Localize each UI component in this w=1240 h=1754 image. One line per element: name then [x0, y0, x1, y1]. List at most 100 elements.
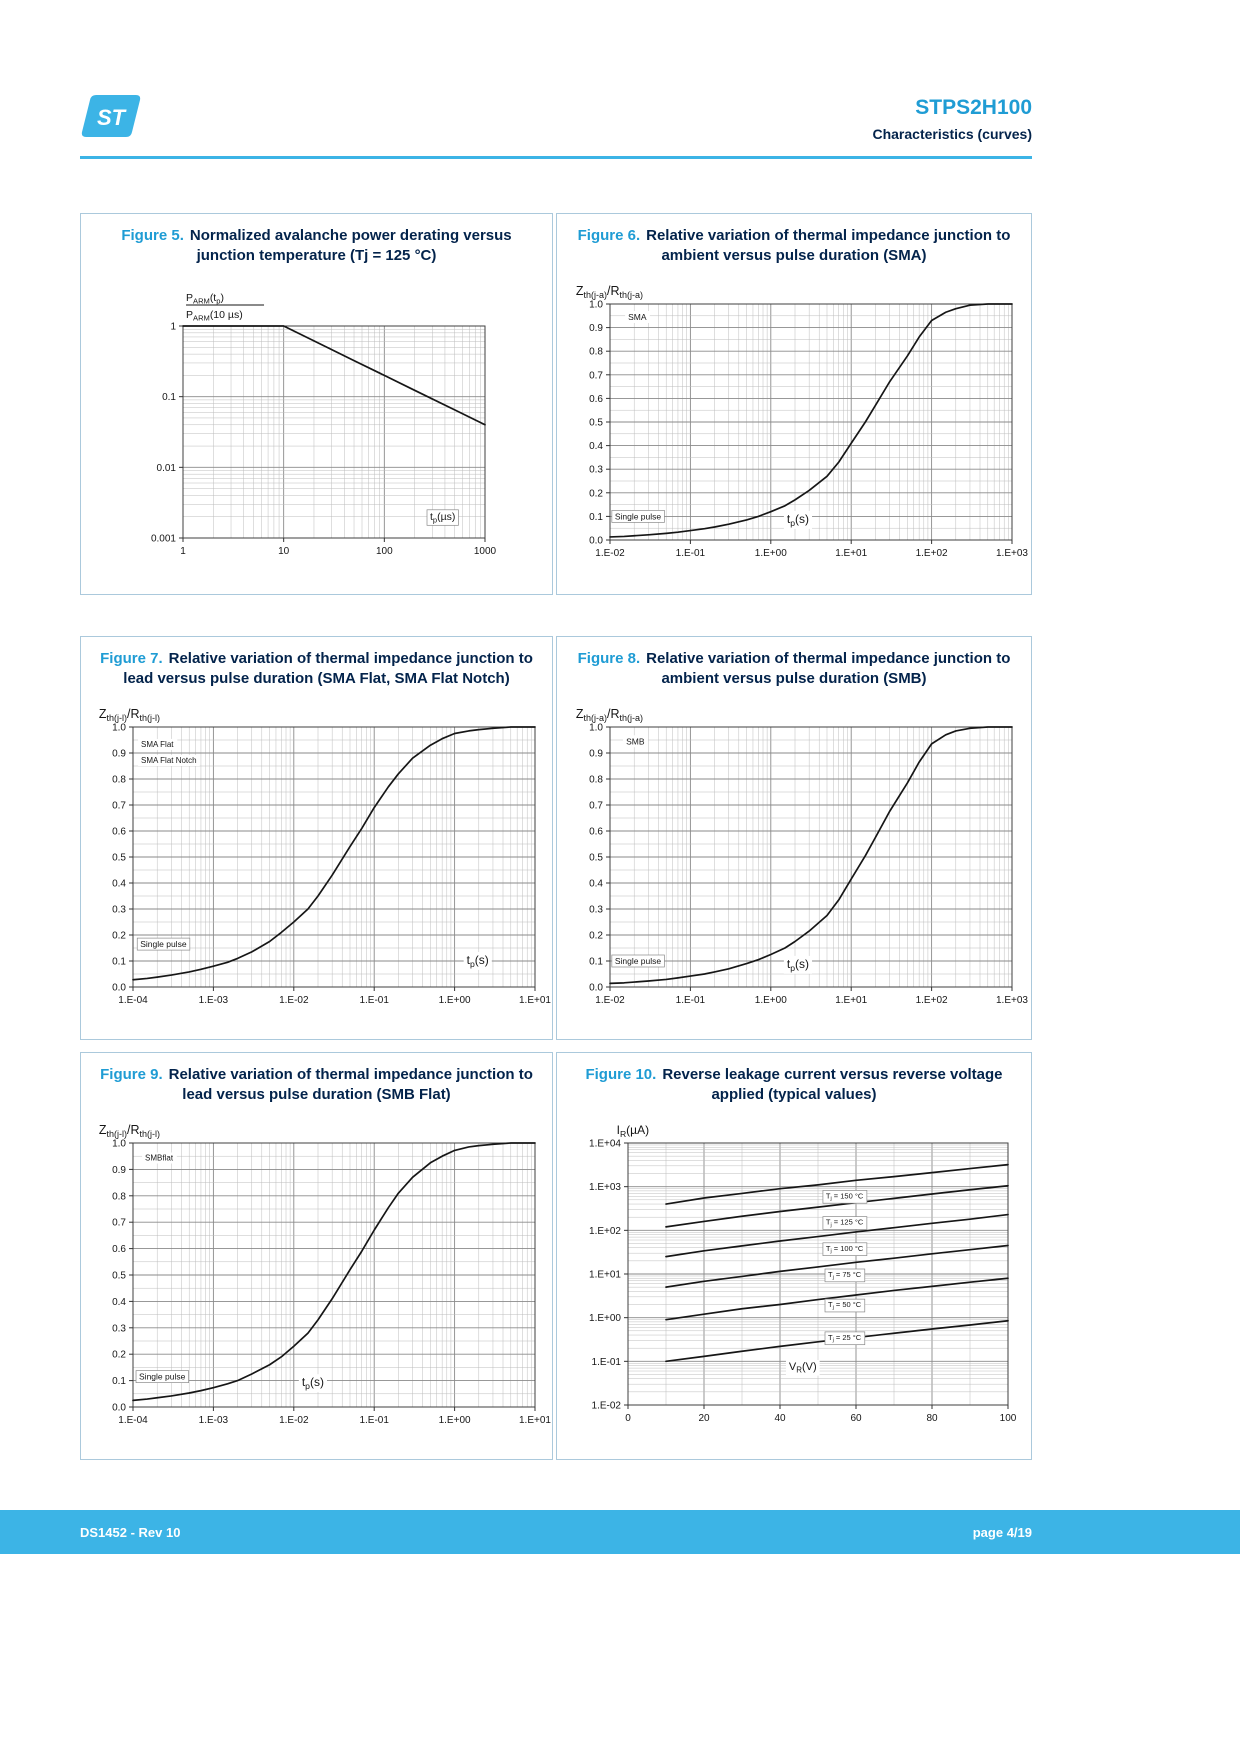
figure-8-chart-area: 1.E-02 1.E-01 1.E+00 1.E+01 1.E+02 1.E+03 0.0 0…: [557, 697, 1031, 1026]
svg-text:0.0: 0.0: [112, 983, 126, 994]
svg-text:1.0: 1.0: [589, 300, 603, 311]
svg-text:1.E+04: 1.E+04: [589, 1139, 621, 1150]
svg-text:0.2: 0.2: [112, 931, 126, 942]
svg-text:1.E-01: 1.E-01: [359, 1415, 389, 1426]
figure-9-caption: Figure 9. Relative variation of thermal i…: [81, 1053, 552, 1109]
figure-9-chart: 1.E-04 1.E-03 1.E-02 1.E-01 1.E+00 1.E+01 0.0 0…: [98, 1123, 551, 1426]
figure-5-caption: Figure 5. Normalized avalanche power dera…: [81, 214, 552, 270]
svg-text:80: 80: [926, 1413, 938, 1424]
doc-revision: DS1452 - Rev 10: [80, 1524, 181, 1540]
svg-text:0.2: 0.2: [112, 1350, 126, 1361]
svg-text:100: 100: [375, 546, 392, 557]
svg-text:1.E+02: 1.E+02: [589, 1226, 621, 1237]
figure-title: Relative variation of thermal impedance …: [168, 1066, 533, 1103]
svg-text:Tj = 50 °C: Tj = 50 °C: [828, 1300, 862, 1311]
svg-text:tp(s): tp(s): [787, 957, 809, 973]
svg-text:0.5: 0.5: [589, 853, 603, 864]
svg-text:1.E+00: 1.E+00: [755, 548, 787, 559]
svg-text:0.9: 0.9: [589, 323, 603, 334]
svg-text:0.1: 0.1: [162, 392, 176, 403]
svg-text:tp(s): tp(s): [787, 512, 809, 528]
svg-text:SMA Flat: SMA Flat: [141, 740, 174, 749]
svg-text:1.E+00: 1.E+00: [438, 1415, 470, 1426]
svg-text:0.0: 0.0: [112, 1403, 126, 1414]
svg-text:PARM(10 µs): PARM(10 µs): [186, 309, 243, 323]
svg-text:1.E+03: 1.E+03: [996, 548, 1028, 559]
svg-text:0.3: 0.3: [112, 1323, 126, 1334]
figure-number: Figure 8.: [577, 650, 641, 667]
svg-text:1.E+01: 1.E+01: [589, 1270, 621, 1281]
svg-text:1.E-02: 1.E-02: [595, 995, 625, 1006]
page-number: page 4/19: [972, 1524, 1032, 1540]
svg-text:SMBflat: SMBflat: [145, 1154, 174, 1163]
svg-text:Tj = 150 °C: Tj = 150 °C: [826, 1191, 864, 1202]
figure-title: Relative variation of thermal impedance …: [123, 650, 533, 687]
footer-bar: DS1452 - Rev 10 page 4/19: [0, 1510, 1240, 1554]
svg-text:0: 0: [625, 1413, 631, 1424]
figure-title: Normalized avalanche power derating vers…: [189, 227, 512, 264]
figure-10-caption: Figure 10. Reverse leakage current versus…: [557, 1053, 1031, 1109]
svg-text:0.5: 0.5: [112, 1271, 126, 1282]
figure-number: Figure 9.: [100, 1066, 163, 1083]
svg-text:0.6: 0.6: [589, 394, 603, 405]
svg-text:0.0: 0.0: [589, 536, 603, 547]
figure-number: Figure 7.: [100, 650, 163, 667]
svg-text:SMA Flat Notch: SMA Flat Notch: [141, 756, 197, 765]
svg-text:1.E-02: 1.E-02: [595, 548, 625, 559]
svg-text:0.4: 0.4: [589, 441, 603, 452]
figure-10-panel: Figure 10. Reverse leakage current versus…: [556, 1052, 1032, 1460]
product-title: STPS2H100: [915, 96, 1032, 119]
svg-text:IR(µA): IR(µA): [617, 1123, 650, 1139]
svg-text:0.9: 0.9: [589, 749, 603, 760]
figure-5-panel: Figure 5. Normalized avalanche power dera…: [80, 213, 553, 595]
figure-5-chart-area: 1 10 100 1000 1 0.1 0.01 0.001 PARM(tp) PARM(10 µ…: [81, 274, 552, 579]
st-logo-shape: [81, 95, 141, 137]
svg-text:1.E-03: 1.E-03: [198, 995, 228, 1006]
svg-text:Single pulse: Single pulse: [615, 511, 662, 521]
svg-text:0.9: 0.9: [112, 1165, 126, 1176]
svg-text:Zth(j-a)/Rth(j-a): Zth(j-a)/Rth(j-a): [576, 707, 643, 723]
svg-text:1.E-02: 1.E-02: [279, 995, 309, 1006]
svg-text:Tj = 100 °C: Tj = 100 °C: [826, 1244, 864, 1255]
svg-text:1000: 1000: [473, 546, 496, 557]
svg-text:1.E-01: 1.E-01: [676, 995, 706, 1006]
svg-text:Single pulse: Single pulse: [615, 956, 662, 966]
svg-text:1.0: 1.0: [112, 1139, 126, 1150]
svg-text:0.1: 0.1: [589, 512, 603, 523]
svg-text:1.E+02: 1.E+02: [916, 548, 948, 559]
svg-text:Tj = 75 °C: Tj = 75 °C: [828, 1270, 862, 1281]
figure-number: Figure 10.: [585, 1066, 657, 1083]
figure-6-caption: Figure 6. Relative variation of thermal i…: [557, 214, 1031, 270]
svg-text:0.8: 0.8: [589, 775, 603, 786]
svg-text:10: 10: [278, 546, 290, 557]
svg-text:1.E+03: 1.E+03: [589, 1182, 621, 1193]
svg-text:0.5: 0.5: [112, 853, 126, 864]
svg-text:1: 1: [170, 322, 176, 333]
svg-text:0.7: 0.7: [589, 370, 603, 381]
svg-text:tp(s): tp(s): [466, 953, 488, 969]
figure-6-chart: 1.E-02 1.E-01 1.E+00 1.E+01 1.E+02 1.E+03 0.0 0…: [576, 284, 1029, 559]
svg-text:1.E+00: 1.E+00: [589, 1313, 621, 1324]
svg-text:0.7: 0.7: [589, 801, 603, 812]
figure-title: Reverse leakage current versus reverse v…: [662, 1066, 1003, 1103]
svg-text:0.3: 0.3: [112, 905, 126, 916]
svg-text:1.E-02: 1.E-02: [592, 1401, 622, 1412]
svg-text:Single pulse: Single pulse: [139, 1372, 186, 1382]
svg-text:100: 100: [1000, 1413, 1017, 1424]
svg-text:0.5: 0.5: [589, 418, 603, 429]
svg-text:0.3: 0.3: [589, 905, 603, 916]
svg-text:0.4: 0.4: [589, 879, 603, 890]
figure-10-chart: 0 20 40 60 80 100 1.E+04 1.E+03 1.E+02 1.E+01 1.E+…: [589, 1123, 1017, 1424]
svg-text:0.9: 0.9: [112, 749, 126, 760]
svg-text:1.E+01: 1.E+01: [519, 995, 551, 1006]
svg-text:0.4: 0.4: [112, 1297, 126, 1308]
svg-text:PARM(tp): PARM(tp): [186, 292, 224, 306]
svg-text:tp(µs): tp(µs): [430, 511, 455, 525]
st-logo: ST: [80, 92, 142, 145]
svg-text:1.E-03: 1.E-03: [198, 1415, 228, 1426]
svg-text:1.E-01: 1.E-01: [359, 995, 389, 1006]
figure-7-panel: Figure 7. Relative variation of thermal i…: [80, 636, 553, 1040]
svg-text:1.E-04: 1.E-04: [118, 995, 148, 1006]
svg-text:1.E+01: 1.E+01: [835, 995, 867, 1006]
